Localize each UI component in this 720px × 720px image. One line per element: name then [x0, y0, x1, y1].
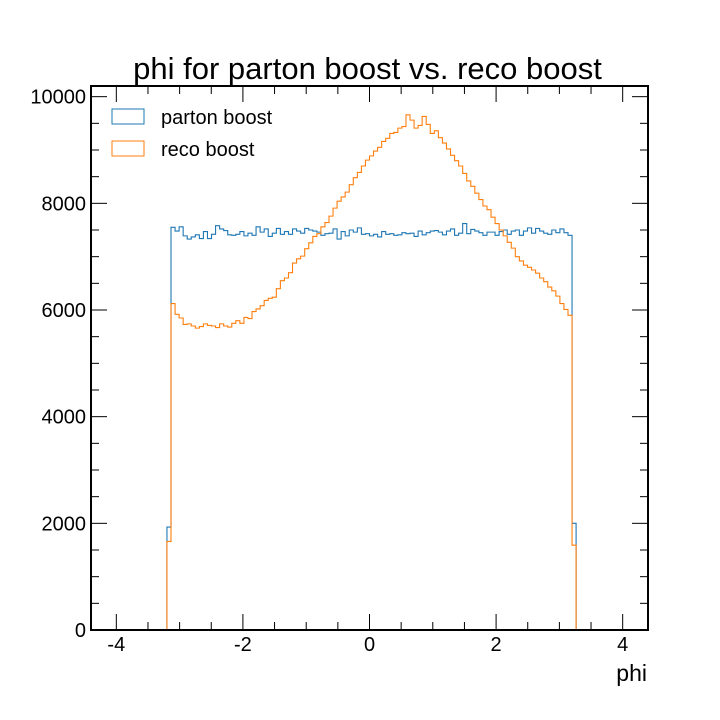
y-tick-label: 8000	[42, 193, 87, 215]
y-tick-label: 4000	[42, 407, 87, 429]
y-tick-label: 2000	[42, 513, 87, 535]
legend-swatch	[111, 108, 145, 125]
x-tick-label: 4	[617, 634, 628, 656]
y-tick-labels: 0 2000 4000 6000 8000 10000	[30, 87, 86, 642]
series-layer	[166, 114, 577, 630]
x-tick-label: -4	[107, 634, 125, 656]
x-tick-label: 0	[364, 634, 375, 656]
legend-swatch	[111, 140, 145, 157]
series-line-reco-boost	[166, 114, 577, 630]
y-tick-label: 0	[75, 620, 86, 642]
x-tick-label: -2	[234, 634, 252, 656]
legend: parton boost reco boost	[111, 107, 273, 161]
plot-frame	[90, 85, 649, 631]
x-tick-label: 2	[491, 634, 502, 656]
x-axis-label: phi	[616, 660, 647, 686]
x-tick-labels: -4 -2 0 2 4	[107, 634, 628, 656]
y-tick-label: 6000	[42, 300, 87, 322]
chart-title: phi for parton boost vs. reco boost	[133, 51, 602, 86]
y-tick-label: 10000	[30, 87, 86, 109]
legend-label: reco boost	[161, 139, 255, 161]
series-line-parton-boost	[166, 223, 577, 630]
legend-label: parton boost	[161, 107, 273, 129]
